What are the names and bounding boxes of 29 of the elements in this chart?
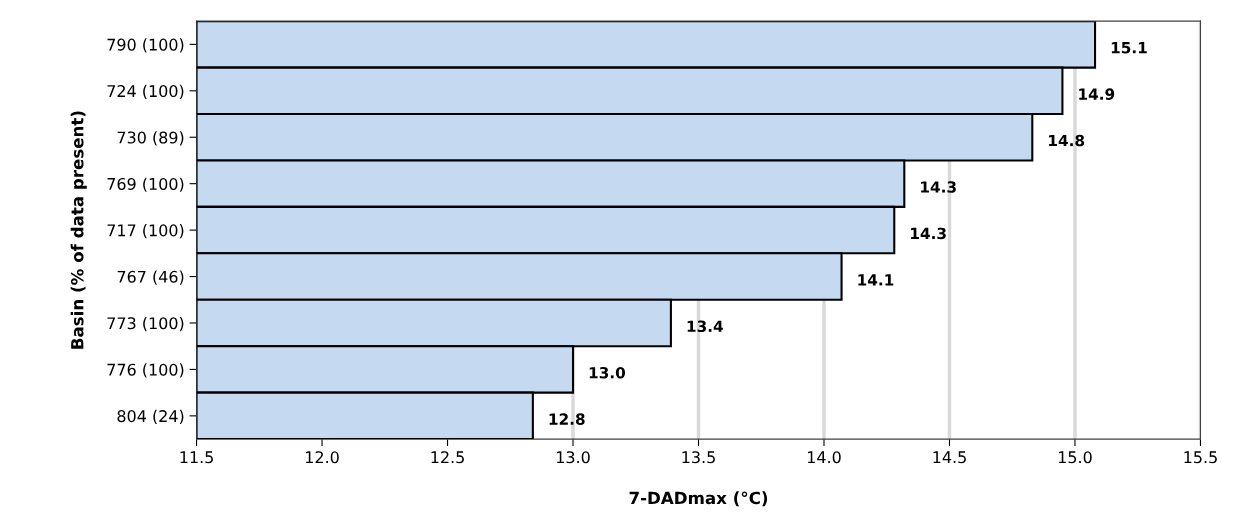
text: 12.0 xyxy=(306,451,339,464)
data-label: 13.0 xyxy=(589,366,626,379)
data-label: 13.4 xyxy=(687,320,723,333)
y-tick-label: 773 (100) xyxy=(107,316,184,332)
text: 15.0 xyxy=(1058,451,1092,464)
text: 13.0 xyxy=(556,451,590,464)
data-label: 15.1 xyxy=(1111,42,1147,54)
y-tick-label: 730 (89) xyxy=(117,131,184,146)
y-tick-label: 776 (100) xyxy=(107,363,184,378)
data-label: 14.9 xyxy=(1079,88,1115,100)
text: 14.0 xyxy=(807,451,841,464)
y-axis-title: Basin (% of data present) xyxy=(70,111,87,349)
y-tick-label: 724 (100) xyxy=(107,84,184,99)
text: 11.5 xyxy=(180,451,213,464)
text: 12.5 xyxy=(431,451,464,464)
y-tick-label: 804 (24) xyxy=(117,409,184,425)
data-label: 14.3 xyxy=(911,227,946,240)
text: 15.5 xyxy=(1184,451,1217,464)
y-tick-label: 717 (100) xyxy=(107,224,184,239)
data-label: 14.8 xyxy=(1049,134,1085,147)
text: 13.5 xyxy=(682,451,715,464)
data-label: 12.8 xyxy=(549,413,585,425)
y-tick-label: 767 (46) xyxy=(117,270,184,285)
text: 14.5 xyxy=(933,451,966,464)
y-tick-label: 790 (100) xyxy=(107,38,184,53)
x-axis-title: 7-DADmax (°C) xyxy=(629,491,768,507)
data-label: 14.3 xyxy=(921,181,956,193)
y-tick-label: 769 (100) xyxy=(107,177,184,192)
data-label: 14.1 xyxy=(858,274,894,286)
